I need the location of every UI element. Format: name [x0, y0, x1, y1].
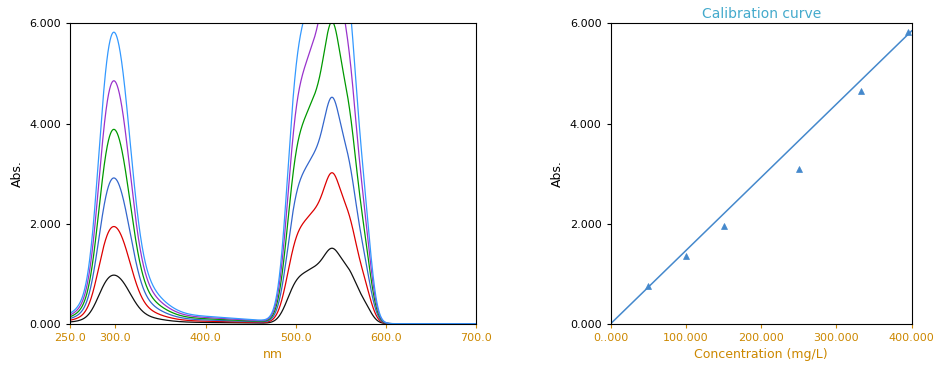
Y-axis label: Abs.: Abs.	[552, 160, 565, 187]
X-axis label: nm: nm	[264, 348, 283, 361]
X-axis label: Concentration (mg/L): Concentration (mg/L)	[695, 348, 828, 361]
Y-axis label: Abs.: Abs.	[11, 160, 23, 187]
Title: Calibration curve: Calibration curve	[701, 7, 821, 21]
